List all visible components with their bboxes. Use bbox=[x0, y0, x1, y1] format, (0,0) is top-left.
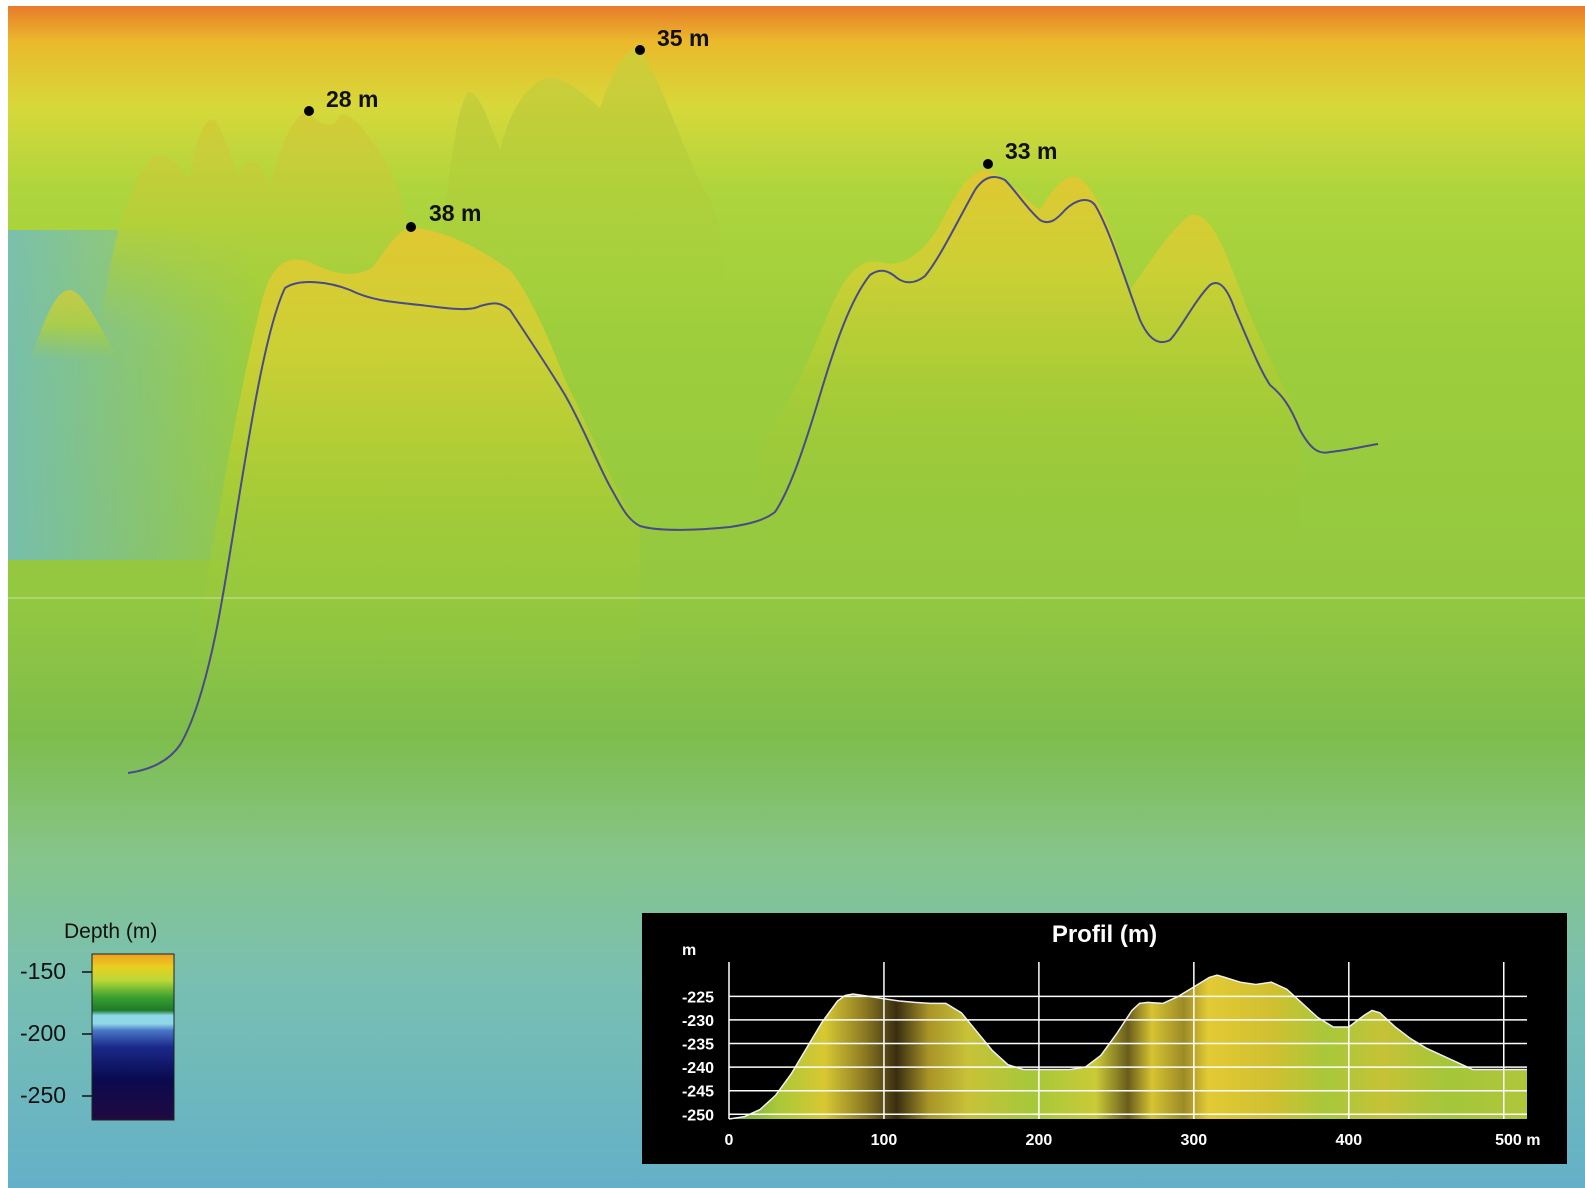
profile-x-tick-label: 100 bbox=[871, 1132, 898, 1149]
legend-tick-label: -150 bbox=[20, 958, 67, 984]
near-hill-right bbox=[760, 170, 1300, 560]
far-hills-center bbox=[440, 48, 725, 290]
page-frame-top bbox=[0, 0, 1585, 6]
profile-y-tick-label: -245 bbox=[682, 1084, 714, 1101]
profile-y-tick-label: -240 bbox=[682, 1060, 714, 1077]
peak-label-35: 35 m bbox=[657, 25, 710, 51]
profile-line-3d bbox=[127, 176, 1379, 774]
profile-x-tick-label: 0 bbox=[725, 1132, 734, 1149]
peak-marker-dot bbox=[406, 222, 416, 232]
profile-line bbox=[728, 974, 1527, 1120]
profile-x-tick-label: 400 bbox=[1335, 1132, 1362, 1149]
page-frame-left bbox=[0, 0, 8, 1188]
profile-y-tick-label: -235 bbox=[682, 1037, 714, 1054]
profile-x-tick-label: 500 m bbox=[1495, 1132, 1540, 1149]
profile-title: Profil (m) bbox=[1051, 921, 1158, 948]
profile-y-unit: m bbox=[682, 942, 696, 959]
profile-y-tick-label: -230 bbox=[682, 1013, 714, 1030]
legend-title: Depth (m) bbox=[64, 920, 158, 943]
peak-label-33: 33 m bbox=[1005, 138, 1058, 164]
far-hill-small bbox=[30, 290, 120, 360]
peak-label-28: 28 m bbox=[326, 86, 379, 112]
legend-tick-label: -250 bbox=[20, 1082, 67, 1108]
profile-chart: m -225 -230 -235 -240 -245 -250 0 100 200 300 400 50… bbox=[682, 942, 1540, 1149]
legend-tick-label: -200 bbox=[20, 1020, 67, 1046]
peak-marker-dot bbox=[635, 45, 645, 55]
near-hill-left bbox=[190, 228, 640, 690]
peak-marker-dot bbox=[983, 159, 993, 169]
profile-y-tick-label: -225 bbox=[682, 989, 714, 1006]
profile-area bbox=[729, 975, 1527, 1119]
legend-gradient bbox=[91, 953, 175, 1121]
profile-chart-panel: Profil (m) m -225 -230 -235 -240 -245 -250 0 100… bbox=[642, 913, 1567, 1164]
profile-x-tick-label: 300 bbox=[1181, 1132, 1208, 1149]
profile-x-tick-label: 200 bbox=[1026, 1132, 1053, 1149]
peak-label-38: 38 m bbox=[429, 200, 482, 226]
profile-y-tick-label: -250 bbox=[682, 1107, 714, 1124]
depth-legend: Depth (m) -150 -200 -250 bbox=[12, 920, 192, 1135]
legend-colorbar bbox=[82, 953, 175, 1121]
peak-marker-dot bbox=[304, 106, 314, 116]
